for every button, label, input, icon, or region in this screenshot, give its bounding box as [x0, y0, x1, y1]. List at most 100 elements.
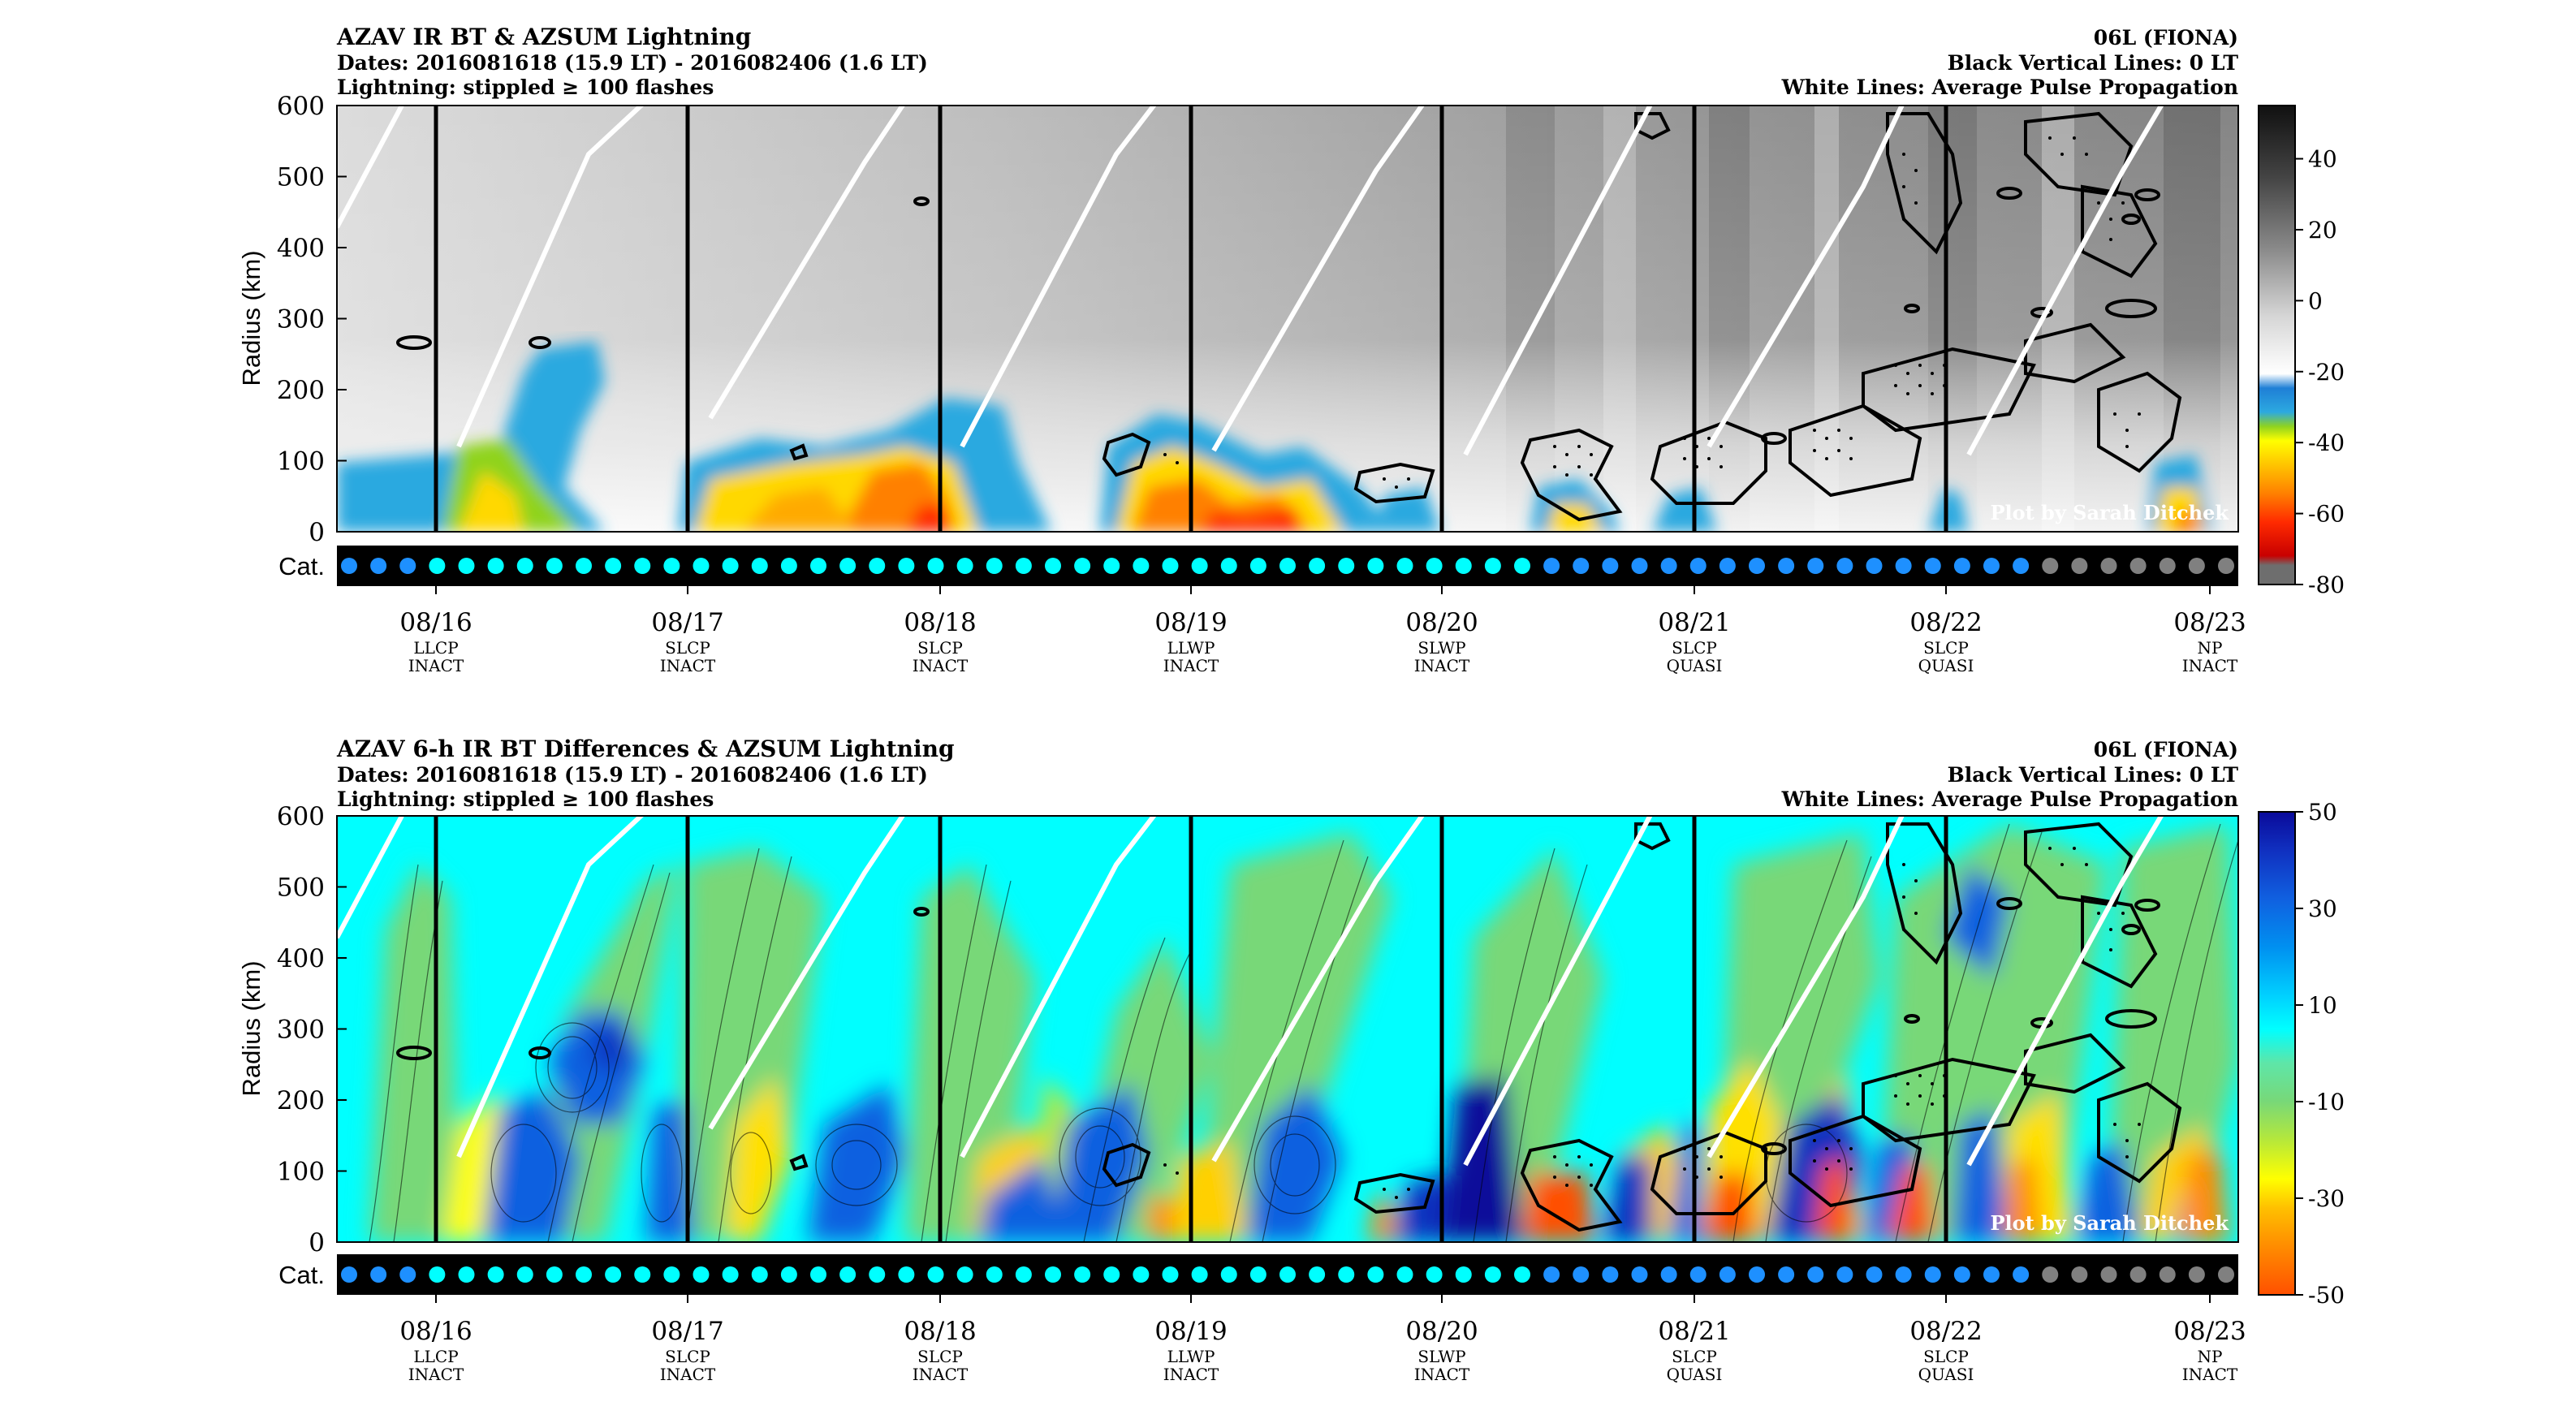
- panel1-midnight-lines: [434, 106, 1948, 532]
- panel1-pulse-lines: [337, 106, 2164, 456]
- category-dot: [1279, 558, 1296, 574]
- date-label: 08/18: [904, 1317, 976, 1346]
- date-label: 08/18: [904, 608, 976, 637]
- date-label: 08/17: [651, 1317, 723, 1346]
- category-dot: [1719, 558, 1736, 574]
- category-dot: [810, 558, 826, 574]
- category-dot: [1778, 558, 1795, 574]
- date-mode-label: SLCP: [917, 1347, 963, 1366]
- date-state-label: INACT: [408, 1365, 464, 1384]
- category-dot: [605, 1266, 622, 1283]
- panel2-subtitle-lightning: Lightning: stippled ≥ 100 flashes: [337, 787, 714, 811]
- category-dot: [370, 1266, 387, 1283]
- category-dot: [1455, 558, 1472, 574]
- category-dot: [898, 558, 915, 574]
- category-dot: [1338, 1266, 1355, 1283]
- category-dot: [810, 1266, 826, 1283]
- panel1-black-lines-note: Black Vertical Lines: 0 LT: [1948, 51, 2239, 75]
- category-dot: [751, 1266, 768, 1283]
- category-dot: [1162, 558, 1179, 574]
- colorbar-tick-label: 0: [2308, 287, 2323, 314]
- category-dot: [1602, 558, 1619, 574]
- category-dot: [693, 558, 710, 574]
- category-dot: [1191, 558, 1208, 574]
- category-dot: [1220, 558, 1237, 574]
- panel1-credit: Plot by Sarah Ditchek: [1990, 501, 2229, 524]
- y-tick-label: 600: [277, 802, 325, 831]
- category-dot: [2013, 1266, 2030, 1283]
- panel1-cat-label: Cat.: [278, 552, 325, 580]
- panel1-subtitle-dates: Dates: 2016081618 (15.9 LT) - 2016082406…: [337, 51, 928, 75]
- date-mode-label: SLCP: [665, 638, 710, 658]
- category-dot: [956, 558, 973, 574]
- category-dot: [634, 1266, 651, 1283]
- y-tick-label: 0: [309, 1228, 325, 1257]
- panel2-date-axis: 08/16LLCPINACT08/17SLCPINACT08/18SLCPINA…: [399, 1295, 2246, 1384]
- colorbar-tick-label: 40: [2308, 146, 2337, 173]
- panel-ir-bt: AZAV IR BT & AZSUM Lightning Dates: 2016…: [237, 24, 2345, 675]
- date-label: 08/19: [1154, 1317, 1227, 1346]
- date-state-label: INACT: [2182, 1365, 2238, 1384]
- category-dot: [1367, 1266, 1384, 1283]
- date-state-label: QUASI: [1667, 1365, 1723, 1384]
- panel2-ylabel: Radius (km): [237, 960, 265, 1096]
- colorbar-tick-label: -50: [2308, 1282, 2345, 1309]
- category-dot: [1426, 1266, 1443, 1283]
- category-dot: [1045, 1266, 1061, 1283]
- panel1-colorbar: [2258, 105, 2296, 585]
- date-label: 08/16: [399, 608, 472, 637]
- panel1-title: AZAV IR BT & AZSUM Lightning: [336, 24, 751, 50]
- category-dot: [1573, 1266, 1590, 1283]
- category-dot: [1191, 1266, 1208, 1283]
- category-dot: [429, 1266, 446, 1283]
- category-dot: [1953, 1266, 1970, 1283]
- category-dot: [2042, 1266, 2059, 1283]
- panel2-colorbar: [2258, 811, 2296, 1296]
- category-dot: [986, 1266, 1003, 1283]
- panel2-y-axis: 0 100 200 300 400 500 600: [277, 802, 347, 1257]
- category-dot: [2159, 1266, 2176, 1283]
- category-dot: [2100, 558, 2117, 574]
- category-dot: [1514, 1266, 1530, 1283]
- category-dot: [1573, 558, 1590, 574]
- colorbar-tick-label: 20: [2308, 217, 2337, 244]
- category-dot: [1220, 1266, 1237, 1283]
- category-dot: [1133, 1266, 1150, 1283]
- category-dot: [1953, 558, 1970, 574]
- category-dot: [1836, 1266, 1853, 1283]
- category-dot: [458, 1266, 475, 1283]
- category-dot: [1983, 1266, 2000, 1283]
- panel2-credit: Plot by Sarah Ditchek: [1990, 1211, 2229, 1235]
- category-dot: [839, 558, 857, 574]
- panel1-subtitle-lightning: Lightning: stippled ≥ 100 flashes: [337, 75, 714, 99]
- category-dot: [370, 558, 387, 574]
- category-dot: [2100, 1266, 2117, 1283]
- colorbar-tick-label: -40: [2308, 429, 2345, 456]
- category-dot: [1309, 1266, 1326, 1283]
- date-state-label: INACT: [1163, 1365, 1219, 1384]
- date-mode-label: SLCP: [1923, 1347, 1969, 1366]
- category-dot: [1895, 558, 1912, 574]
- category-dot: [751, 558, 768, 574]
- date-state-label: INACT: [660, 656, 716, 675]
- panel2-title: AZAV 6-h IR BT Differences & AZSUM Light…: [336, 736, 955, 762]
- category-dot: [2159, 558, 2176, 574]
- category-dot: [399, 558, 416, 574]
- category-dot: [1895, 1266, 1912, 1283]
- category-dot: [1719, 1266, 1736, 1283]
- category-dot: [516, 558, 533, 574]
- date-state-label: INACT: [660, 1365, 716, 1384]
- category-dot: [1045, 558, 1061, 574]
- date-state-label: QUASI: [1667, 656, 1723, 675]
- panel2-colorbar-ticks: 50 30 10 -10 -30 -50: [2295, 799, 2345, 1309]
- category-dot: [869, 1266, 886, 1283]
- panel2-black-lines-note: Black Vertical Lines: 0 LT: [1948, 763, 2239, 787]
- panel2-cat-label: Cat.: [278, 1261, 325, 1289]
- panel1-storm-name: 06L (FIONA): [2094, 26, 2238, 50]
- colorbar-tick-label: 10: [2308, 992, 2337, 1019]
- y-tick-label: 300: [277, 305, 325, 334]
- category-dot: [1396, 1266, 1413, 1283]
- y-tick-label: 200: [277, 376, 325, 405]
- date-mode-label: LLCP: [413, 638, 458, 658]
- category-dot: [1103, 558, 1120, 574]
